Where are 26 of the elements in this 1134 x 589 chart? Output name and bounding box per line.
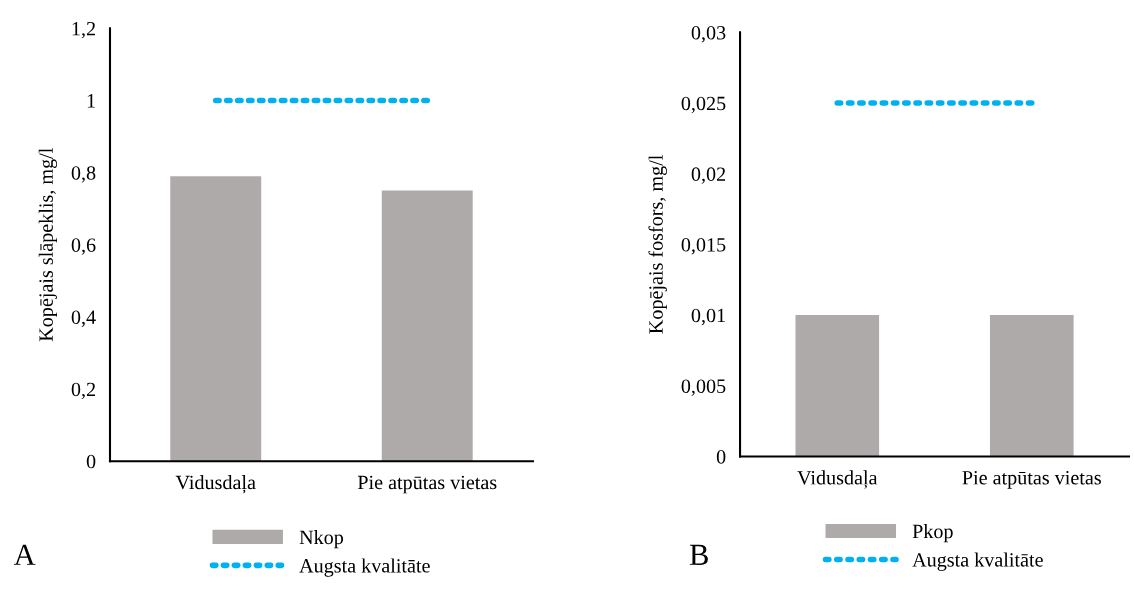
y-axis-title: Kopējais slāpeklis, mg/l: [38, 148, 58, 342]
legend-label: Nkop: [299, 529, 344, 549]
legend-label: Augsta kvalitāte: [299, 558, 430, 577]
y-axis-title: Kopējais fosfors, mg/l: [648, 155, 667, 334]
y-tick-label: 0,015: [681, 238, 726, 255]
x-tick-label: Pie atpūtas vietas: [357, 475, 497, 494]
y-tick-label: 0,005: [681, 379, 726, 396]
legend-label: Augsta kvalitāte: [912, 552, 1043, 571]
x-tick-label: Vidusdaļa: [175, 475, 256, 494]
y-tick-label: 0: [86, 454, 96, 469]
y-tick-label: 1,2: [72, 21, 95, 39]
y-tick-label: 0,02: [691, 167, 726, 184]
y-tick-label: 0,4: [71, 310, 96, 327]
y-tick-label: 0,8: [71, 166, 96, 183]
y-tick-label: 0: [716, 450, 726, 464]
x-tick-label: Pie atpūtas vietas: [962, 471, 1101, 489]
legend-label: Pkop: [912, 524, 953, 543]
y-tick-label: 0,01: [691, 308, 725, 326]
y-tick-label: 0,025: [681, 96, 726, 114]
y-tick-label: 0,03: [691, 25, 726, 43]
y-tick-label: 1: [87, 94, 95, 108]
text: B: [689, 544, 708, 565]
y-tick-label: 0,2: [71, 382, 95, 400]
x-tick-label: Vidusdaļa: [797, 470, 878, 489]
y-tick-label: 0,6: [71, 238, 96, 255]
text: A: [13, 544, 36, 565]
